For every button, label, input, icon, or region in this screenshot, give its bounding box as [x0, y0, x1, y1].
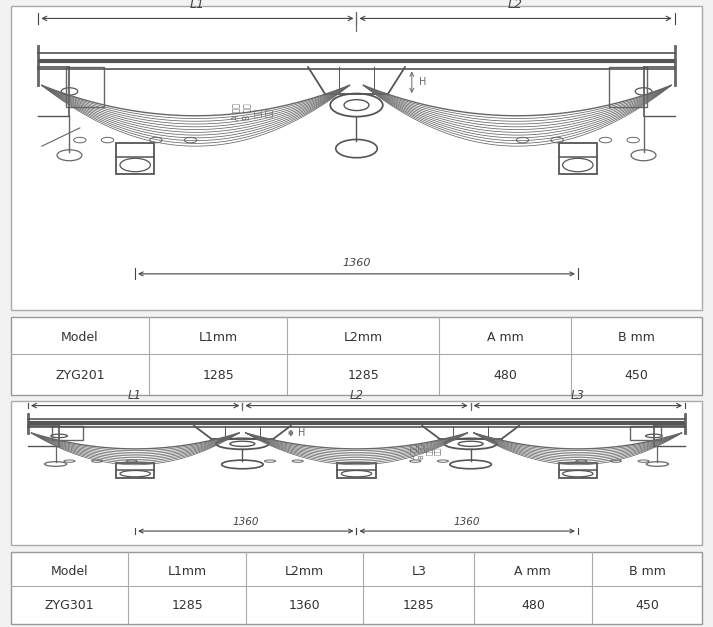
Text: A 弹簧
B 弹簧
板厚
板数: A 弹簧 B 弹簧 板厚 板数 — [232, 103, 274, 120]
Text: A mm: A mm — [487, 331, 523, 344]
Text: L1: L1 — [128, 389, 142, 402]
Text: 480: 480 — [493, 369, 517, 382]
Text: 450: 450 — [635, 599, 659, 613]
Text: Model: Model — [51, 565, 88, 577]
Text: B mm: B mm — [629, 565, 665, 577]
Text: H: H — [419, 77, 426, 87]
Text: L2: L2 — [349, 389, 364, 402]
Text: 1285: 1285 — [347, 369, 379, 382]
Text: 450: 450 — [625, 369, 649, 382]
Text: L2mm: L2mm — [344, 331, 383, 344]
Text: 1285: 1285 — [403, 599, 435, 613]
Text: L3: L3 — [571, 389, 585, 402]
Text: L2: L2 — [508, 0, 523, 11]
Text: 480: 480 — [521, 599, 545, 613]
Text: ZYG201: ZYG201 — [55, 369, 105, 382]
Text: Model: Model — [61, 331, 98, 344]
Text: A mm: A mm — [515, 565, 551, 577]
Text: 1285: 1285 — [202, 369, 234, 382]
Bar — [559, 463, 597, 478]
Text: L1mm: L1mm — [168, 565, 207, 577]
Bar — [66, 67, 104, 107]
Text: A 弹簧
B 弹簧
板厚
板数: A 弹簧 B 弹簧 板厚 板数 — [410, 443, 441, 458]
Bar — [52, 426, 83, 440]
Bar — [609, 67, 647, 107]
Bar — [116, 463, 154, 478]
Text: 1285: 1285 — [171, 599, 203, 613]
Text: 1360: 1360 — [289, 599, 320, 613]
Text: B mm: B mm — [618, 331, 655, 344]
Text: 1360: 1360 — [342, 258, 371, 268]
Text: ZYG301: ZYG301 — [45, 599, 94, 613]
Text: L3: L3 — [411, 565, 426, 577]
Text: L1: L1 — [190, 0, 205, 11]
Text: L2mm: L2mm — [285, 565, 324, 577]
Bar — [116, 143, 154, 174]
Text: L1mm: L1mm — [199, 331, 237, 344]
Text: H: H — [298, 428, 305, 438]
Bar — [559, 143, 597, 174]
Text: 1360: 1360 — [454, 517, 481, 527]
Bar — [630, 426, 661, 440]
Text: 1360: 1360 — [232, 517, 259, 527]
Bar — [337, 463, 376, 478]
